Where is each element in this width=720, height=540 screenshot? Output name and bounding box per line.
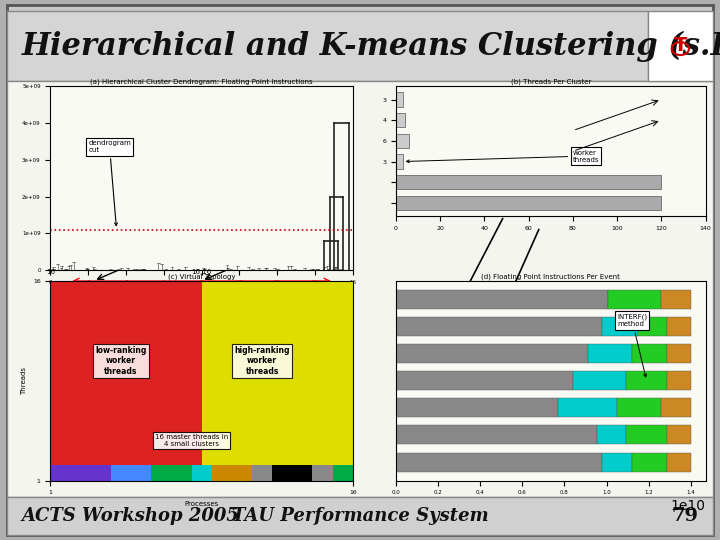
Bar: [91, 464, 111, 481]
Bar: [608, 290, 662, 309]
Text: 16 master threads in
4 small clusters: 16 master threads in 4 small clusters: [155, 434, 228, 447]
Text: high-ranking
worker
threads: high-ranking worker threads: [234, 346, 290, 376]
Bar: [667, 371, 691, 390]
FancyBboxPatch shape: [7, 5, 713, 535]
Bar: [396, 399, 558, 417]
FancyBboxPatch shape: [7, 497, 713, 535]
Bar: [603, 317, 638, 336]
Bar: [603, 453, 632, 471]
Bar: [396, 317, 603, 336]
Text: ACTS Workshop 2005: ACTS Workshop 2005: [22, 507, 240, 525]
Bar: [396, 154, 402, 169]
Bar: [396, 195, 662, 210]
FancyBboxPatch shape: [648, 11, 713, 81]
Bar: [333, 464, 353, 481]
Text: 16,16: 16,16: [192, 269, 212, 275]
Bar: [232, 464, 252, 481]
Bar: [396, 113, 405, 127]
Bar: [558, 399, 617, 417]
Bar: [667, 317, 691, 336]
Bar: [151, 464, 171, 481]
Bar: [252, 464, 272, 481]
Text: INTERF()
method: INTERF() method: [617, 314, 647, 377]
Bar: [626, 426, 667, 444]
Text: dendrogram
cut: dendrogram cut: [89, 140, 131, 226]
Text: Hierarchical and K-means Clustering (s.PPM): Hierarchical and K-means Clustering (s.P…: [22, 30, 720, 62]
Bar: [50, 281, 202, 481]
Bar: [396, 453, 603, 471]
Bar: [396, 92, 402, 107]
Bar: [667, 453, 691, 471]
Bar: [192, 464, 212, 481]
Bar: [396, 290, 608, 309]
Text: TAU Performance System: TAU Performance System: [232, 507, 488, 525]
Title: (a) Hierarchical Cluster Dendrogram: Floating Point Instructions: (a) Hierarchical Cluster Dendrogram: Flo…: [90, 79, 313, 85]
Title: (c) Virtual Topology: (c) Virtual Topology: [168, 273, 235, 280]
Bar: [588, 344, 632, 363]
Bar: [396, 133, 409, 148]
Bar: [667, 344, 691, 363]
Bar: [632, 453, 667, 471]
Bar: [171, 464, 192, 481]
Bar: [396, 175, 662, 190]
Bar: [292, 464, 312, 481]
Bar: [111, 464, 131, 481]
Bar: [638, 317, 667, 336]
Title: (d) Floating Point Instructions Per Event: (d) Floating Point Instructions Per Even…: [482, 273, 620, 280]
Bar: [396, 426, 596, 444]
FancyBboxPatch shape: [7, 11, 648, 81]
Bar: [272, 464, 292, 481]
Bar: [662, 399, 691, 417]
Bar: [71, 464, 91, 481]
Title: (b) Threads Per Cluster: (b) Threads Per Cluster: [510, 79, 591, 85]
Bar: [596, 426, 626, 444]
Bar: [573, 371, 626, 390]
Bar: [667, 426, 691, 444]
Y-axis label: Threads: Threads: [22, 367, 27, 395]
Bar: [131, 464, 151, 481]
Bar: [396, 371, 573, 390]
Bar: [626, 371, 667, 390]
FancyBboxPatch shape: [7, 81, 713, 497]
Bar: [396, 344, 588, 363]
Bar: [617, 399, 662, 417]
Bar: [202, 281, 353, 481]
Bar: [50, 464, 71, 481]
Text: worker
threads: worker threads: [407, 150, 600, 163]
Bar: [312, 464, 333, 481]
Text: 16: 16: [46, 269, 55, 275]
Text: 79: 79: [671, 507, 698, 525]
X-axis label: Processes: Processes: [184, 501, 219, 507]
Bar: [632, 344, 667, 363]
Text: low-ranking
worker
threads: low-ranking worker threads: [95, 346, 147, 376]
Bar: [662, 290, 691, 309]
Text: T: T: [674, 36, 687, 56]
Bar: [212, 464, 232, 481]
